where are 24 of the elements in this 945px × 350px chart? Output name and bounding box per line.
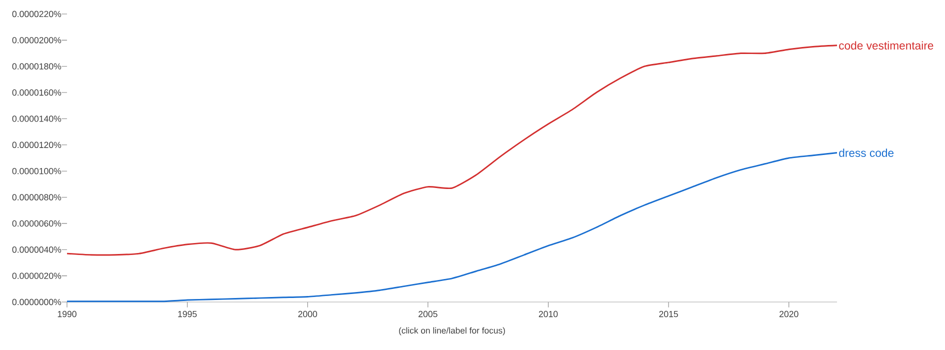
x-tick-label: 2010 bbox=[538, 310, 558, 318]
y-tick-label: 0.0000080% bbox=[12, 194, 62, 200]
y-tick-label: 0.0000140% bbox=[12, 116, 62, 122]
y-tick-label: 0.0000060% bbox=[12, 220, 62, 227]
y-tick-label: 0.0000220% bbox=[12, 10, 62, 18]
y-tick-label: 0.0000160% bbox=[12, 89, 62, 96]
y-tick-label: 0.0000200% bbox=[12, 37, 62, 44]
series-label: code vestimentaire bbox=[839, 41, 934, 50]
y-tick-label: 0.0000120% bbox=[12, 142, 62, 148]
x-tick-label: 2020 bbox=[780, 310, 798, 318]
x-tick-label: 1995 bbox=[178, 310, 197, 318]
x-tick-label: 2000 bbox=[298, 310, 318, 318]
y-tick-label: 0.0000000% bbox=[12, 298, 62, 306]
y-tick-label: 0.0000040% bbox=[12, 246, 62, 253]
x-tick-label: 2005 bbox=[418, 310, 438, 318]
x-tick-label: 2015 bbox=[659, 310, 678, 318]
line-series bbox=[66, 44, 838, 256]
line-series bbox=[66, 152, 838, 302]
y-tick-label: 0.0000020% bbox=[12, 272, 62, 279]
text: (click on line/label for focus) bbox=[399, 327, 505, 336]
y-tick-label: 0.0000100% bbox=[12, 168, 62, 174]
series-label: dress code bbox=[839, 148, 894, 157]
x-tick-label: 1990 bbox=[58, 310, 76, 318]
y-tick-label: 0.0000180% bbox=[12, 63, 62, 70]
